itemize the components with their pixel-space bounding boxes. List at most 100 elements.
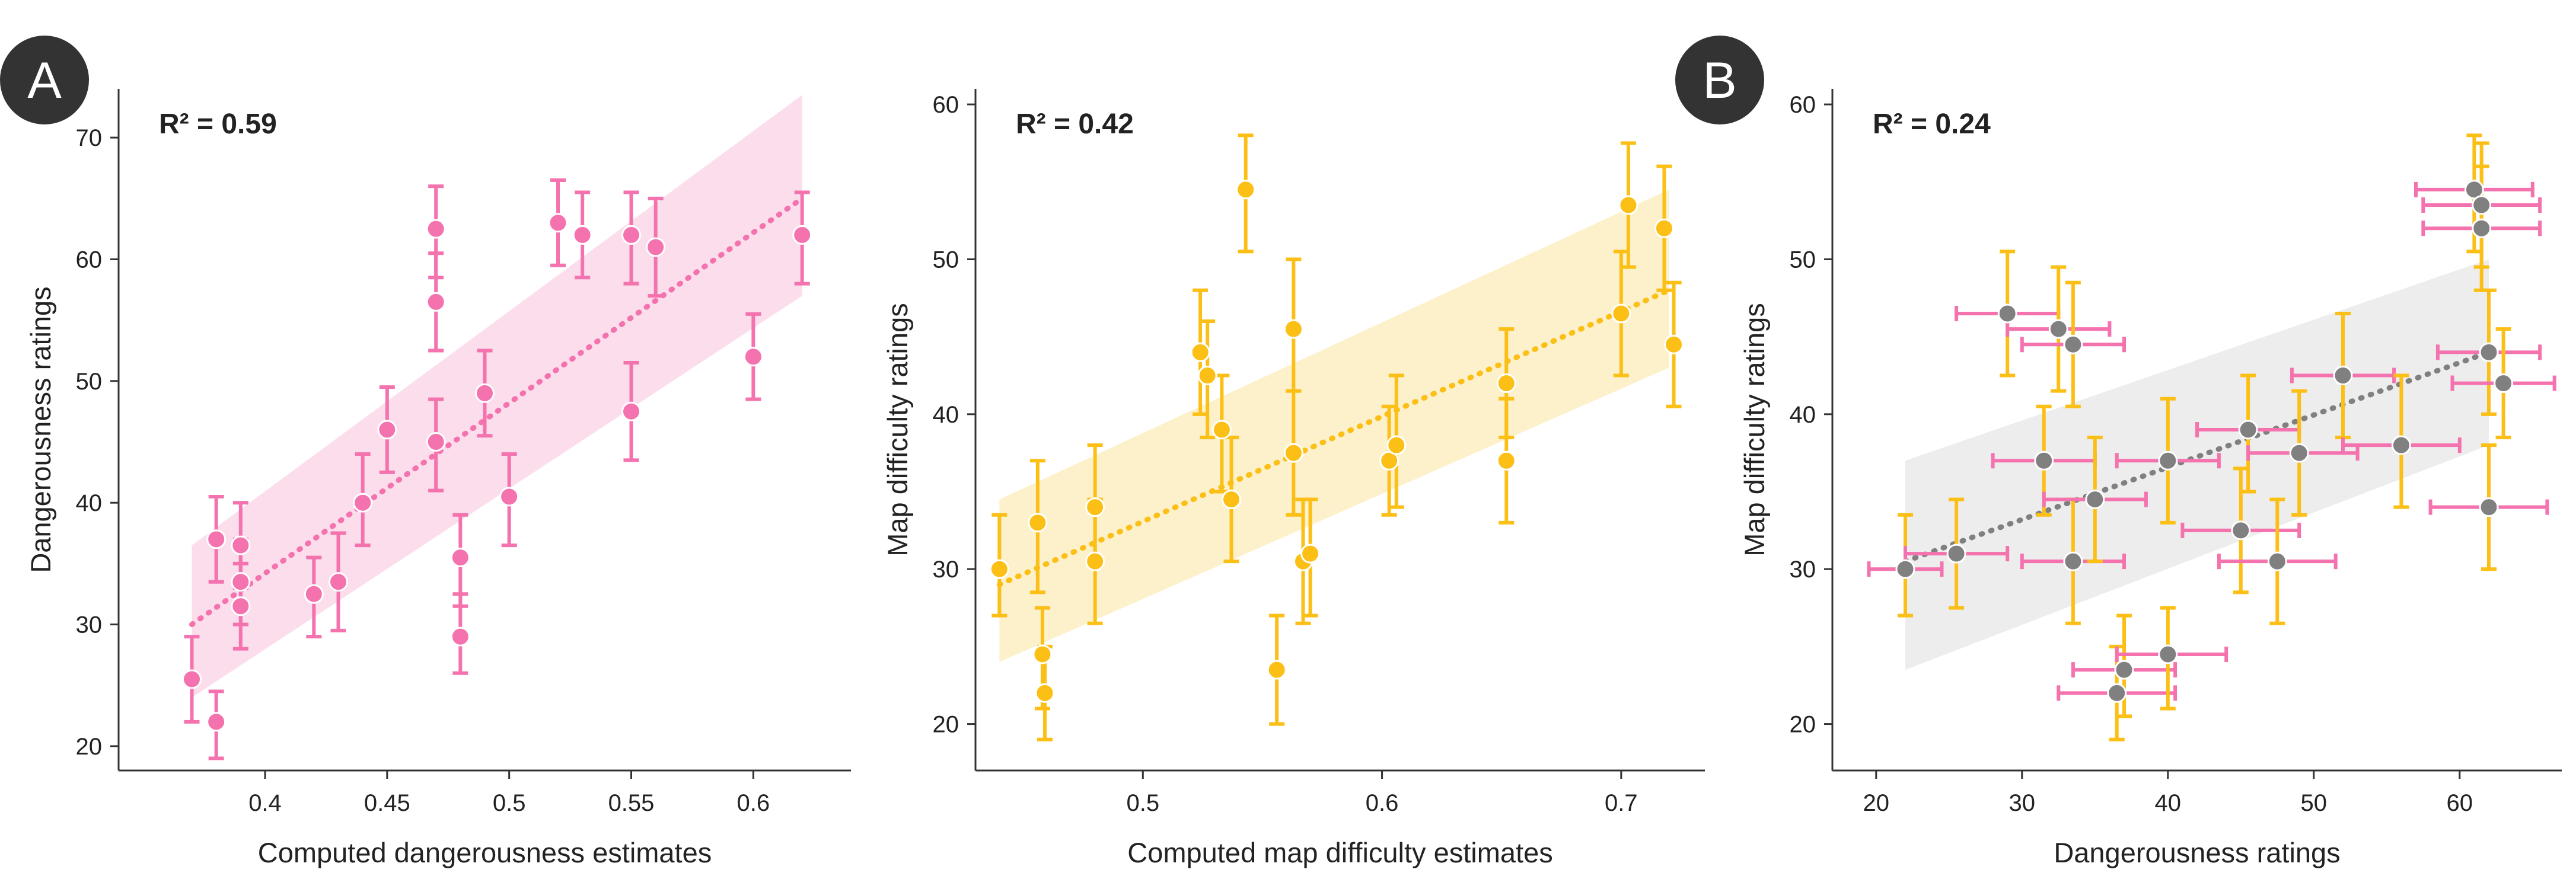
data-point [1028,513,1048,533]
y-tick-label: 30 [76,612,103,638]
confidence-band [999,189,1669,663]
data-point [426,292,446,312]
panel-dangerousness: 0.4 0.45 0.5 0.55 0.6 20 30 40 50 60 70 Computed da… [0,36,851,868]
y-tick-label: 40 [933,402,959,428]
y-tick-label: 50 [1790,247,1816,273]
data-point [1085,551,1105,571]
x-tick-label: 0.45 [364,790,410,816]
y-tick-label: 40 [1790,402,1816,428]
y-tick-label: 50 [76,369,103,395]
data-point [1664,334,1684,354]
data-point [2158,644,2178,664]
data-point [1236,180,1256,200]
data-point [2238,420,2258,440]
data-point [1386,435,1407,455]
data-point [621,401,641,421]
data-point [1283,443,1303,463]
x-tick-label: 60 [2447,790,2473,816]
data-point [989,559,1009,579]
data-point [572,225,592,245]
data-point [475,383,495,403]
x-tick-label: 40 [2155,790,2182,816]
y-tick-label: 30 [1790,557,1816,583]
panel-label: A [27,52,62,109]
data-point [1212,420,1232,440]
r-squared-annotation: R² = 0.24 [1873,108,1991,140]
data-point [450,626,470,647]
data-point [231,535,251,555]
y-axis-label: Map difficulty ratings [1739,303,1770,557]
panel-ratings-comparison: 20 30 40 50 60 20 30 40 50 60 Dangerousness rating… [1675,36,2562,868]
x-tick-label: 30 [2009,790,2036,816]
data-point [2333,366,2353,386]
panel-badge [1675,36,1764,124]
data-point [2063,551,2083,571]
y-tick-label: 20 [933,712,959,738]
x-tick-label: 0.7 [1605,790,1638,816]
panel-label: B [1703,52,1736,109]
data-point [2494,373,2514,394]
r-squared-annotation: R² = 0.59 [159,108,277,140]
y-tick-label: 20 [1790,712,1816,738]
y-tick-label: 60 [1790,92,1816,118]
data-point [1035,683,1055,703]
y-tick-label: 20 [76,734,103,760]
data-point [450,548,470,568]
data-point [1190,342,1210,362]
data-point [2114,660,2134,680]
data-point [231,572,251,592]
y-tick-label: 60 [933,92,959,118]
data-point [377,420,397,440]
data-point [621,225,641,245]
data-point [2063,334,2083,354]
data-point [2464,180,2484,200]
panel-map-difficulty: 0.5 0.6 0.7 20 30 40 50 60 Computed map difficul… [882,89,1705,868]
data-point [1895,559,1915,579]
x-tick-label: 0.6 [1366,790,1399,816]
data-point [1197,366,1217,386]
y-tick-label: 50 [933,247,959,273]
data-point [231,596,251,616]
data-point [1496,373,1516,394]
y-tick-label: 60 [76,247,103,273]
data-point [2391,435,2411,455]
x-tick-label: 0.55 [608,790,655,816]
x-tick-label: 0.5 [1126,790,1159,816]
y-tick-label: 30 [933,557,959,583]
data-point [1032,644,1053,664]
data-point [1267,660,1287,680]
data-point [329,572,348,592]
data-point [2472,195,2492,215]
r-squared-annotation: R² = 0.42 [1016,108,1134,140]
data-point [1085,497,1105,517]
x-axis-label: Dangerousness ratings [2054,837,2340,868]
data-point [2158,450,2178,471]
panel-badge [0,36,89,124]
data-point [1997,303,2017,324]
regression-line [996,287,1672,587]
data-point [426,219,446,239]
data-point [1618,195,1638,215]
data-point [2289,443,2309,463]
data-point [1946,543,1966,564]
data-point [1654,218,1674,238]
data-point [1222,490,1242,510]
x-tick-label: 0.5 [493,790,526,816]
data-point [426,432,446,452]
x-tick-label: 0.4 [248,790,282,816]
regression-line [1902,349,2492,564]
data-point [2472,218,2492,238]
x-axis-label: Computed map difficulty estimates [1127,837,1553,868]
data-point [206,529,227,549]
y-axis-label: Map difficulty ratings [882,303,913,557]
data-point [1283,319,1303,339]
data-point [1611,303,1631,324]
data-point [2231,520,2251,541]
data-point [548,213,568,233]
data-point [2107,683,2127,703]
data-point [182,669,202,689]
data-point [2479,497,2499,517]
data-point [2048,319,2068,339]
data-point [792,225,812,245]
